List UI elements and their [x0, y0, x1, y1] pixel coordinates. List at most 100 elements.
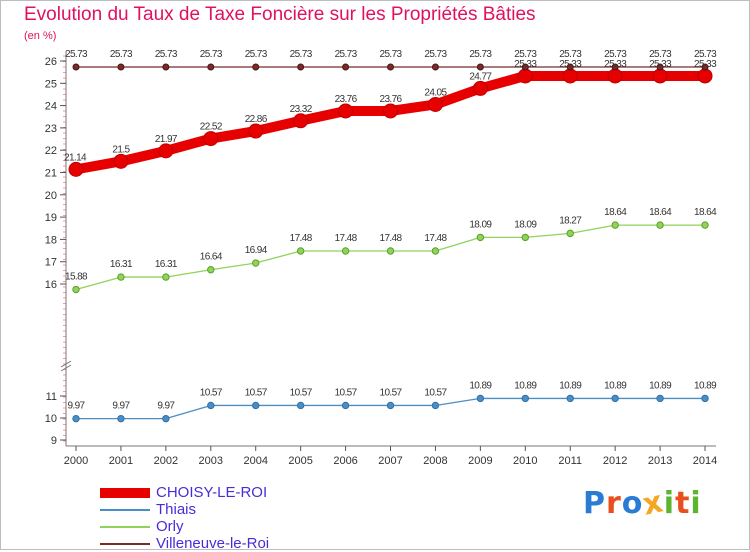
x-tick-label: 2005	[288, 455, 312, 467]
data-point	[431, 247, 440, 255]
y-tick-label: 25	[45, 78, 57, 90]
data-point	[342, 63, 350, 71]
data-label: 10.57	[290, 387, 313, 398]
data-label: 24.05	[424, 87, 447, 98]
x-tick-label: 2002	[154, 455, 178, 467]
y-tick-label: 21	[45, 168, 57, 180]
data-point	[701, 221, 709, 229]
data-point	[701, 63, 709, 71]
data-point	[207, 63, 215, 71]
legend-label: Villeneuve-le-Roi	[156, 535, 270, 552]
data-label: 25.73	[200, 49, 223, 60]
unit-label: (en %)	[24, 30, 57, 42]
data-label: 18.09	[469, 219, 492, 230]
data-label: 10.89	[604, 380, 627, 391]
logo-letter: P	[583, 486, 606, 521]
data-label: 25.33	[514, 59, 537, 70]
y-tick-label: 20	[45, 190, 57, 202]
logo-letter: t	[675, 486, 691, 521]
data-label: 23.32	[290, 104, 313, 115]
data-label: 10.89	[694, 380, 717, 391]
data-label: 25.73	[245, 49, 268, 60]
data-label: 25.73	[290, 49, 313, 60]
data-label: 23.76	[379, 94, 402, 105]
data-point	[72, 63, 80, 71]
legend-item: Villeneuve-le-Roi	[100, 535, 269, 552]
data-label: 18.64	[604, 207, 627, 218]
data-label: 10.57	[424, 387, 447, 398]
data-point	[386, 401, 395, 410]
logo-letter: i	[690, 486, 702, 521]
legend-swatch	[100, 487, 150, 498]
data-point	[383, 103, 399, 119]
x-tick-label: 2010	[513, 455, 537, 467]
y-tick-label: 22	[45, 145, 57, 157]
legend-label: Thiais	[156, 501, 197, 518]
data-label: 18.64	[649, 207, 672, 218]
data-label: 25.73	[110, 49, 133, 60]
data-point	[117, 414, 125, 423]
data-point	[431, 401, 440, 410]
data-point	[521, 233, 529, 242]
data-point	[117, 273, 125, 281]
data-point	[296, 247, 305, 255]
data-point	[427, 96, 443, 112]
data-label: 21.14	[64, 152, 87, 163]
x-tick-label: 2003	[199, 455, 223, 467]
y-tick-label: 24	[45, 101, 57, 113]
data-label: 17.48	[335, 233, 358, 244]
x-tick-label: 2012	[603, 455, 627, 467]
data-point	[203, 131, 219, 147]
legend-swatch	[100, 525, 150, 528]
proxiti-logo: Proxiti	[583, 484, 702, 522]
data-point	[113, 153, 129, 169]
data-label: 18.27	[559, 215, 582, 226]
data-point	[656, 63, 664, 71]
data-point	[652, 68, 668, 84]
data-label: 15.88	[65, 272, 88, 283]
x-tick-label: 2011	[558, 455, 582, 467]
x-tick-label: 2000	[64, 455, 88, 467]
data-label: 10.57	[200, 387, 223, 398]
data-point	[431, 63, 439, 71]
data-label: 9.97	[67, 401, 85, 412]
data-label: 17.48	[379, 233, 402, 244]
legend-item: Thiais	[100, 501, 269, 518]
data-point	[656, 221, 664, 229]
data-point	[158, 143, 174, 159]
x-tick-label: 2009	[468, 455, 492, 467]
logo-letter: r	[606, 486, 622, 521]
x-tick-label: 2014	[693, 455, 717, 467]
x-tick-label: 2006	[333, 455, 357, 467]
data-point	[566, 394, 574, 403]
x-tick-label: 2008	[423, 455, 447, 467]
data-label: 18.09	[514, 219, 537, 230]
legend-item: Orly	[100, 518, 269, 535]
data-point	[697, 68, 713, 84]
data-label: 25.73	[424, 49, 447, 60]
data-point	[296, 401, 305, 410]
data-label: 25.73	[469, 49, 492, 60]
data-label: 10.89	[469, 380, 492, 391]
data-point	[207, 266, 215, 274]
data-label: 21.5	[112, 144, 130, 155]
data-label: 25.33	[694, 59, 717, 70]
data-label: 25.33	[604, 59, 627, 70]
data-label: 18.64	[694, 207, 717, 218]
axis-break-marker	[60, 360, 72, 372]
data-label: 23.76	[335, 94, 358, 105]
data-label: 10.89	[649, 380, 672, 391]
data-point	[566, 229, 574, 238]
data-point	[656, 394, 664, 403]
data-label: 25.73	[604, 49, 627, 60]
y-tick-label: 23	[45, 123, 57, 135]
data-point	[341, 247, 350, 255]
data-point	[248, 123, 264, 139]
data-point	[562, 68, 578, 84]
data-label: 16.94	[245, 245, 268, 256]
y-tick-label: 11	[46, 391, 57, 403]
data-point	[387, 63, 395, 71]
y-tick-label: 10	[45, 413, 57, 425]
legend-label: Orly	[156, 518, 184, 535]
data-point	[72, 285, 80, 294]
